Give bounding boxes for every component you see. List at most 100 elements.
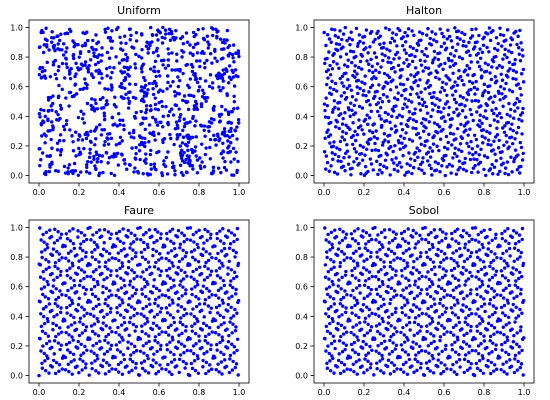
scatter-point <box>178 144 182 148</box>
scatter-point <box>328 133 333 137</box>
scatter-point <box>329 341 334 346</box>
scatter-point <box>456 316 461 320</box>
scatter-point <box>58 236 62 240</box>
scatter-point <box>176 135 180 139</box>
scatter-point <box>229 141 233 145</box>
scatter-point <box>416 131 421 136</box>
scatter-point <box>145 353 149 358</box>
scatter-point <box>519 93 523 97</box>
scatter-point <box>86 38 90 43</box>
scatter-point <box>172 357 177 362</box>
scatter-point <box>435 234 439 239</box>
scatter-point <box>195 171 200 175</box>
scatter-point <box>69 360 73 364</box>
scatter-point <box>340 350 345 354</box>
scatter-point <box>96 282 100 287</box>
scatter-point <box>141 270 145 274</box>
scatter-point <box>198 76 202 81</box>
scatter-point <box>478 368 483 373</box>
scatter-point <box>190 292 194 297</box>
x-tick-label: 1.0 <box>233 188 246 197</box>
scatter-point <box>328 331 333 336</box>
scatter-point <box>78 150 82 154</box>
scatter-point <box>463 246 467 250</box>
scatter-point <box>513 320 517 324</box>
scatter-point <box>442 88 447 93</box>
scatter-point <box>124 308 128 312</box>
scatter-point <box>330 79 334 83</box>
scatter-point <box>331 107 335 112</box>
scatter-point <box>484 173 488 178</box>
scatter-point <box>104 102 109 106</box>
scatter-point <box>345 86 349 91</box>
scatter-point <box>215 59 219 63</box>
scatter-point <box>208 252 212 256</box>
scatter-point <box>214 269 219 273</box>
scatter-point <box>73 74 77 79</box>
scatter-point <box>412 33 416 38</box>
scatter-point <box>204 99 208 103</box>
scatter-point <box>513 137 517 141</box>
scatter-point <box>495 282 500 286</box>
scatter-point <box>226 121 230 125</box>
scatter-point <box>412 152 416 156</box>
scatter-point <box>327 351 331 356</box>
scatter-point <box>378 96 382 101</box>
scatter-point <box>440 312 445 317</box>
scatter-point <box>188 163 192 168</box>
scatter-point <box>403 40 408 44</box>
scatter-point <box>349 293 353 298</box>
scatter-point <box>492 289 497 293</box>
scatter-point <box>178 115 182 119</box>
scatter-point <box>102 143 106 147</box>
scatter-point <box>379 304 383 308</box>
scatter-point <box>64 342 69 347</box>
scatter-point <box>387 352 392 356</box>
scatter-point <box>461 161 465 166</box>
scatter-point <box>89 129 93 133</box>
scatter-point <box>144 332 148 336</box>
scatter-point <box>143 322 147 326</box>
y-tick-label: 0.8 <box>295 253 308 262</box>
scatter-point <box>212 133 216 138</box>
scatter-point <box>382 164 386 168</box>
scatter-point <box>78 320 82 324</box>
scatter-point <box>382 265 387 269</box>
scatter-point <box>322 30 326 35</box>
scatter-point <box>190 329 195 333</box>
scatter-point <box>132 277 136 281</box>
scatter-point <box>70 169 75 173</box>
scatter-point <box>220 104 224 109</box>
scatter-point <box>202 91 206 96</box>
scatter-point <box>445 293 449 297</box>
scatter-point <box>64 256 68 260</box>
scatter-point <box>66 259 71 263</box>
scatter-point <box>128 38 132 42</box>
scatter-point <box>361 235 365 239</box>
scatter-point <box>196 356 200 361</box>
scatter-point <box>167 266 172 271</box>
scatter-point <box>515 342 519 346</box>
scatter-point <box>76 138 80 142</box>
scatter-point <box>142 75 146 80</box>
scatter-point <box>405 58 409 62</box>
scatter-point <box>467 88 471 92</box>
scatter-point <box>501 296 506 300</box>
scatter-point <box>513 283 517 287</box>
scatter-point <box>63 368 68 372</box>
scatter-point <box>425 33 429 37</box>
scatter-point <box>102 352 107 356</box>
scatter-point <box>417 277 421 281</box>
scatter-point <box>71 241 76 246</box>
scatter-point <box>110 85 114 90</box>
scatter-point <box>481 43 486 47</box>
scatter-point <box>112 355 117 359</box>
scatter-point <box>464 342 469 346</box>
scatter-point <box>340 313 344 317</box>
scatter-point <box>44 230 49 235</box>
scatter-point <box>368 103 372 107</box>
scatter-point <box>406 64 410 68</box>
scatter-point <box>379 117 383 121</box>
scatter-point <box>373 312 378 316</box>
scatter-point <box>56 341 61 345</box>
